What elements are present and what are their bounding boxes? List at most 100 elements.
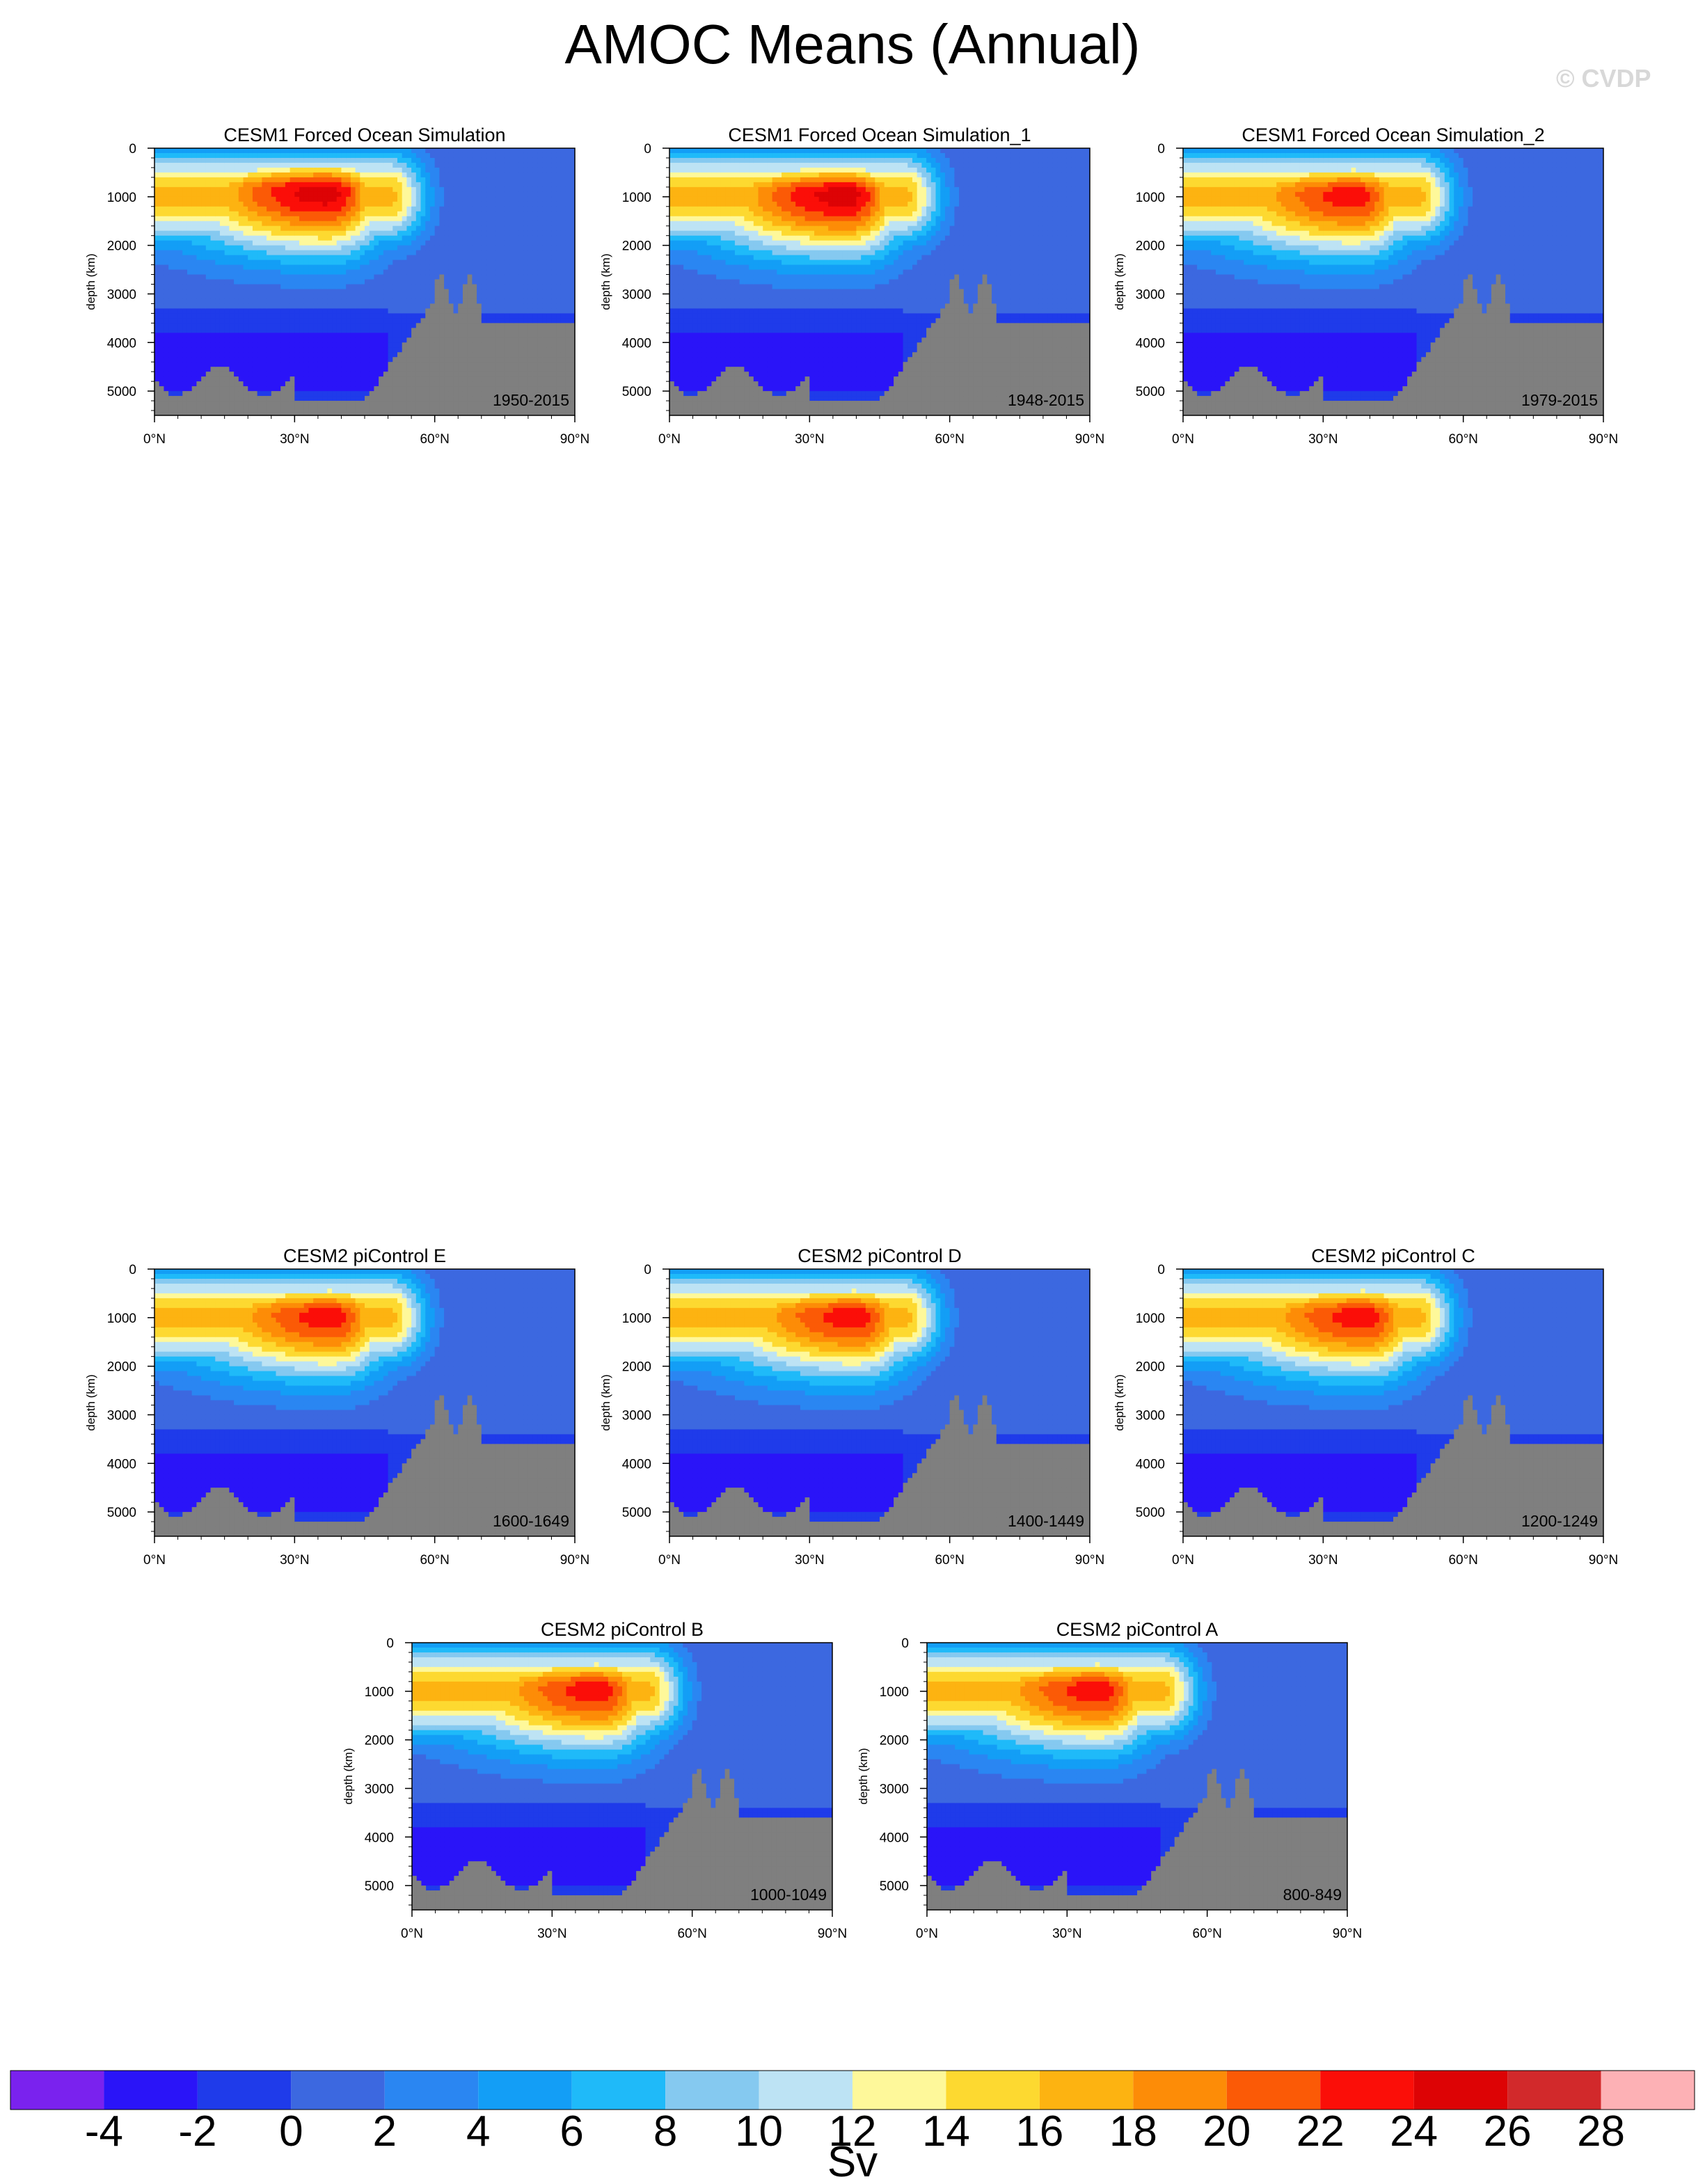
y-tick-label: 2000 xyxy=(880,1734,909,1748)
y-tick-label: 1000 xyxy=(365,1685,394,1700)
y-tick-label: 5000 xyxy=(1136,1506,1165,1520)
colorbar-tick-label: 6 xyxy=(560,2107,583,2155)
colorbar-swatch xyxy=(946,2071,1040,2110)
x-tick-label: 60°N xyxy=(420,1553,449,1568)
colorbar-swatch xyxy=(291,2071,385,2110)
x-tick-label: 30°N xyxy=(795,1553,824,1568)
panel: CESM2 piControl C 1200-1249 0 1000 2000 3000 4… xyxy=(1113,1245,1618,1568)
y-tick-label: 2000 xyxy=(1136,1360,1165,1375)
y-tick-label: 5000 xyxy=(622,385,651,399)
y-tick-label: 0 xyxy=(1157,142,1165,157)
colorbar-swatch xyxy=(1320,2071,1414,2110)
colorbar-tick-label: 4 xyxy=(466,2107,490,2155)
colorbar-tick-label: 2 xyxy=(373,2107,397,2155)
x-tick-label: 0°N xyxy=(658,432,681,447)
y-axis-label: depth (km) xyxy=(599,1374,612,1430)
y-tick-label: 0 xyxy=(644,1263,651,1277)
colorbar-swatch xyxy=(197,2071,292,2110)
colorbar-swatch xyxy=(852,2071,946,2110)
x-tick-label: 60°N xyxy=(677,1927,706,1941)
y-tick-label: 1000 xyxy=(1136,1312,1165,1326)
figure-title: AMOC Means (Annual) xyxy=(0,10,1705,79)
x-tick-label: 60°N xyxy=(935,1553,964,1568)
panel: CESM2 piControl B 1000-1049 0 1000 2000 3000 4… xyxy=(342,1619,847,1941)
panel: CESM1 Forced Ocean Simulation 1950-2015 0 1… xyxy=(84,125,589,447)
y-tick-label: 0 xyxy=(129,1263,136,1277)
colorbar-swatch xyxy=(665,2071,759,2110)
y-tick-label: 3000 xyxy=(880,1782,909,1796)
y-tick-label: 1000 xyxy=(622,191,651,205)
y-tick-label: 3000 xyxy=(1136,287,1165,302)
colorbar-tick-label: -4 xyxy=(85,2107,123,2155)
x-tick-label: 60°N xyxy=(1192,1927,1221,1941)
panel-years-label: 1600-1649 xyxy=(493,1512,569,1530)
y-tick-label: 1000 xyxy=(107,191,136,205)
panel: CESM2 piControl D 1400-1449 0 1000 2000 3000 4… xyxy=(599,1245,1104,1568)
colorbar-tick-label: 8 xyxy=(653,2107,677,2155)
x-tick-label: 0°N xyxy=(401,1927,423,1941)
y-axis-label: depth (km) xyxy=(1113,1374,1126,1430)
x-tick-label: 60°N xyxy=(1448,1553,1477,1568)
panel-years-label: 1000-1049 xyxy=(750,1886,827,1904)
colorbar-swatch xyxy=(1226,2071,1321,2110)
y-tick-label: 4000 xyxy=(1136,1457,1165,1472)
y-tick-label: 4000 xyxy=(880,1831,909,1845)
colorbar-tick-label: 10 xyxy=(735,2107,783,2155)
panel-years-label: 1979-2015 xyxy=(1521,391,1598,409)
y-tick-label: 5000 xyxy=(1136,385,1165,399)
y-tick-label: 5000 xyxy=(107,385,136,399)
panel-title: CESM1 Forced Ocean Simulation_2 xyxy=(1242,125,1544,145)
x-tick-label: 0°N xyxy=(143,432,166,447)
panel-years-label: 1948-2015 xyxy=(1008,391,1084,409)
y-tick-label: 2000 xyxy=(1136,239,1165,254)
y-tick-label: 3000 xyxy=(107,287,136,302)
y-tick-label: 4000 xyxy=(1136,336,1165,351)
panel-years-label: 1400-1449 xyxy=(1008,1512,1084,1530)
y-axis-label: depth (km) xyxy=(342,1748,355,1804)
y-tick-label: 4000 xyxy=(107,1457,136,1472)
x-tick-label: 0°N xyxy=(916,1927,938,1941)
y-tick-label: 1000 xyxy=(1136,191,1165,205)
panel-years-label: 800-849 xyxy=(1283,1886,1342,1904)
colorbar-tick-label: -2 xyxy=(178,2107,216,2155)
panel-title: CESM1 Forced Ocean Simulation xyxy=(223,125,505,145)
x-tick-label: 0°N xyxy=(143,1553,166,1568)
y-tick-label: 0 xyxy=(901,1636,909,1651)
y-tick-label: 5000 xyxy=(622,1506,651,1520)
colorbar-tick-label: 14 xyxy=(922,2107,970,2155)
y-tick-label: 3000 xyxy=(622,287,651,302)
y-axis-label: depth (km) xyxy=(1113,253,1126,310)
y-tick-label: 2000 xyxy=(365,1734,394,1748)
y-tick-label: 1000 xyxy=(880,1685,909,1700)
colorbar-tick-label: 18 xyxy=(1109,2107,1157,2155)
y-tick-label: 4000 xyxy=(622,336,651,351)
colorbar-swatch xyxy=(1039,2071,1134,2110)
y-tick-label: 2000 xyxy=(107,1360,136,1375)
y-tick-label: 2000 xyxy=(622,239,651,254)
panel: CESM2 piControl E 1600-1649 0 1000 2000 3000 4… xyxy=(84,1245,589,1568)
colorbar-swatch xyxy=(478,2071,572,2110)
x-tick-label: 60°N xyxy=(1448,432,1477,447)
y-tick-label: 3000 xyxy=(107,1408,136,1423)
colorbar-unit-label: Sv xyxy=(827,2138,878,2184)
colorbar-tick-label: 20 xyxy=(1203,2107,1251,2155)
y-tick-label: 0 xyxy=(644,142,651,157)
x-tick-label: 90°N xyxy=(1075,1553,1104,1568)
panel-years-label: 1200-1249 xyxy=(1521,1512,1598,1530)
colorbar-swatch xyxy=(571,2071,666,2110)
x-tick-label: 90°N xyxy=(560,1553,589,1568)
y-tick-label: 1000 xyxy=(107,1312,136,1326)
y-tick-label: 2000 xyxy=(107,239,136,254)
x-tick-label: 30°N xyxy=(1052,1927,1081,1941)
x-tick-label: 30°N xyxy=(795,432,824,447)
x-tick-label: 0°N xyxy=(1172,432,1194,447)
y-tick-label: 5000 xyxy=(365,1879,394,1894)
y-axis-label: depth (km) xyxy=(84,1374,97,1430)
y-tick-label: 0 xyxy=(1157,1263,1165,1277)
colorbar-swatch xyxy=(1601,2071,1695,2110)
x-tick-label: 30°N xyxy=(1308,432,1338,447)
colorbar-tick-label: 12 xyxy=(829,2107,877,2155)
colorbar-swatch xyxy=(1507,2071,1601,2110)
panel: CESM1 Forced Ocean Simulation_1 1948-2015… xyxy=(599,125,1104,447)
panel-title: CESM2 piControl D xyxy=(798,1245,962,1266)
